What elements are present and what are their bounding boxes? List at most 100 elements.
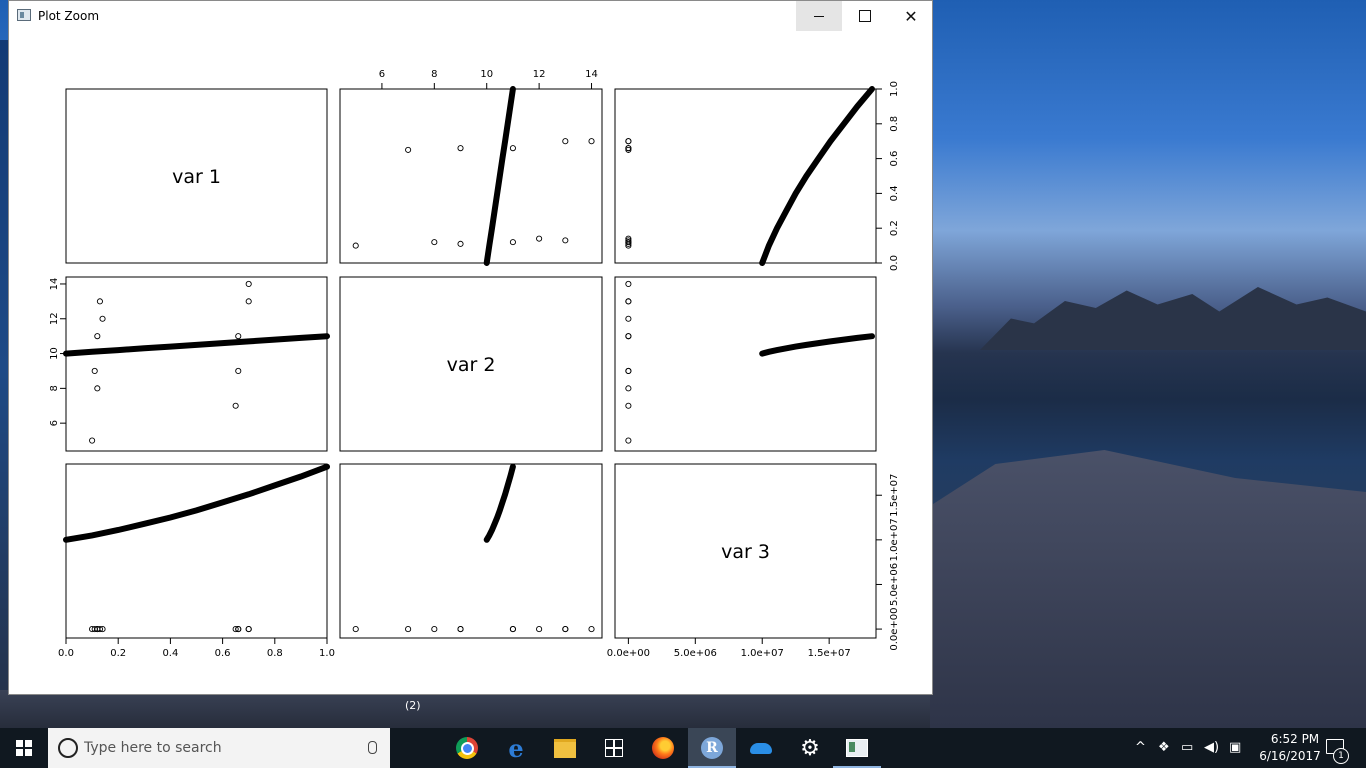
y-tick-label-var2-1: 8 [49,385,60,391]
r-icon[interactable]: R [688,728,736,768]
x-tick-label-var1-0: 0.0 [58,648,74,659]
x-tick-label-var1-3: 0.6 [215,648,231,659]
y-tick-label-var2-2: 10 [49,347,60,360]
point-2-3-9 [625,280,632,288]
point-2-1-9 [245,280,252,288]
chevron-up-icon[interactable]: ^ [1135,740,1146,755]
y-tick-label-var1-5: 1.0 [889,81,900,97]
wallpaper-rocks [930,450,1366,730]
y-tick-label-var2-4: 14 [49,278,60,291]
panel-2-1 [65,276,328,452]
cloud-icon [750,742,772,754]
store-bag-icon [605,739,623,757]
point-3-2-8 [562,626,569,633]
wallpaper-shore [0,690,930,730]
firefox-icon[interactable] [639,728,687,768]
edge-icon[interactable]: e [492,728,540,768]
settings-gear-icon[interactable]: ⚙ [786,728,834,768]
point-2-1-0 [89,437,96,444]
plot-zoom-window[interactable]: Plot Zoom ✕ var 1 var 2 var 3 0.0 0.2 0.4 0.6 0… [8,0,933,695]
point-2-1-4 [91,367,98,375]
maximize-button[interactable] [842,1,888,31]
y-tick-label-var3-2: 1.0e+07 [889,518,900,561]
microphone-icon[interactable] [368,741,377,754]
point-3-2-1 [431,626,438,633]
point-1-2-2 [562,237,569,244]
panel-1-1 [65,88,328,264]
y-tick-label-var1-3: 0.6 [889,151,900,167]
close-button[interactable]: ✕ [904,6,918,26]
x-tick-label-var1-4: 0.8 [267,648,283,659]
search-input[interactable] [84,728,344,768]
clock-date[interactable]: 6/16/2017 [1259,749,1321,763]
point-2-1-2 [96,298,103,305]
file-explorer-icon[interactable] [541,728,589,768]
variable-label-2: var 2 [447,354,496,376]
point-3-1-10 [235,626,242,633]
point-2-3-8 [625,298,632,305]
y-tick-label-var1-2: 0.4 [889,185,900,201]
point-1-2-0 [352,242,359,249]
window-app-icon [17,9,31,21]
folder-icon [554,738,576,758]
window-title: Plot Zoom [38,9,100,23]
panel-3-1 [65,463,328,639]
point-3-1-5 [94,626,101,633]
y-tick-label-var3-1: 5.0e+06 [889,563,900,606]
point-1-2-6 [405,146,412,153]
point-1-2-3 [536,235,543,242]
panel-1-3 [614,88,877,264]
volume-icon[interactable]: ◀) [1204,740,1220,755]
onedrive-icon[interactable] [737,728,785,768]
firefox-logo-icon [652,737,674,759]
clock-time[interactable]: 6:52 PM [1270,732,1320,746]
desktop-label: (2) [405,699,421,712]
point-1-2-1 [431,239,438,246]
y-tick-label-var3-3: 1.5e+07 [889,474,900,517]
point-2-3-6 [625,402,632,409]
task-view-icon[interactable] [391,728,439,768]
wallpaper-mountains [980,287,1366,350]
dense-curve-2-3 [759,333,875,357]
point-3-2-6 [405,626,412,633]
point-3-2-0 [352,626,359,633]
point-1-2-4 [457,240,464,247]
point-1-3-9 [625,138,632,145]
point-1-3-6 [625,146,632,153]
minimize-button[interactable] [796,1,842,31]
point-2-1-3 [99,315,106,322]
x-tick-label-var3-1: 5.0e+06 [674,648,717,659]
dense-curve-1-3 [759,86,875,266]
search-box[interactable] [48,728,390,768]
y-tick-label-var2-0: 6 [49,420,60,426]
start-button[interactable] [0,728,48,768]
x-tick-label-var1-5: 1.0 [319,648,335,659]
panel-3-2 [339,463,603,639]
point-1-3-10 [625,145,632,152]
y-tick-label-var2-3: 12 [49,312,60,325]
point-3-2-9 [588,626,595,633]
title-bar[interactable]: Plot Zoom ✕ [9,1,932,31]
x-tick-label-var2-2: 10 [480,69,493,80]
point-2-1-8 [245,298,252,305]
network-icon[interactable]: ▣ [1229,740,1242,755]
point-2-3-7 [625,367,632,375]
point-2-1-5 [94,333,101,340]
point-2-1-7 [235,367,242,375]
y-tick-label-var1-0: 0.0 [889,255,900,271]
y-tick-label-var1-1: 0.2 [889,220,900,236]
point-3-1-4 [91,626,98,633]
chrome-icon[interactable] [443,728,491,768]
point-1-3-5 [625,239,632,246]
point-2-1-1 [94,385,101,392]
point-2-3-1 [625,385,632,392]
battery-icon[interactable]: ▭ [1181,740,1194,755]
cortana-icon[interactable] [58,738,78,758]
point-1-2-8 [562,138,569,145]
store-icon[interactable] [590,728,638,768]
gear-icon: ⚙ [800,735,820,761]
rstudio-icon[interactable] [833,728,881,768]
y-tick-label-var3-0: 0.0e+00 [889,607,900,650]
dropbox-icon[interactable]: ❖ [1158,740,1170,755]
panel-1-2 [339,88,603,264]
